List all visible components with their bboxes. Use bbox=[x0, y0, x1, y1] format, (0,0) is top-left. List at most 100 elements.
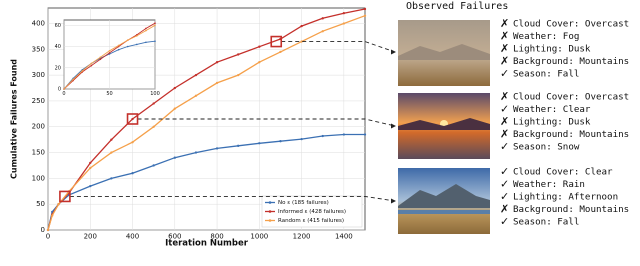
point bbox=[215, 81, 219, 85]
attribute: Season: Fall bbox=[513, 217, 579, 228]
arrow-head bbox=[391, 198, 396, 204]
failure-list: ✗ Cloud Cover: Overcast ✗ Weather: Fog ✗ Ligh… bbox=[500, 17, 629, 228]
point bbox=[131, 141, 134, 144]
point bbox=[237, 144, 240, 148]
arrow bbox=[69, 195, 396, 202]
point bbox=[89, 184, 92, 188]
point bbox=[89, 161, 92, 165]
status-mark: ✗ bbox=[500, 90, 509, 103]
point bbox=[63, 88, 65, 90]
point bbox=[99, 56, 102, 58]
attribute: Season: Snow bbox=[513, 142, 580, 153]
photo bbox=[398, 93, 490, 159]
point bbox=[46, 228, 50, 232]
legend-label: No ε (185 failures) bbox=[278, 200, 329, 206]
point bbox=[363, 7, 367, 11]
point bbox=[57, 203, 60, 206]
x-axis-label: Iteration Number bbox=[165, 239, 249, 249]
point bbox=[152, 125, 155, 128]
point bbox=[110, 177, 113, 180]
y-tick-label: 150 bbox=[32, 149, 45, 157]
legend-label: Random ε (415 failures) bbox=[278, 218, 344, 224]
y-tick-label: 350 bbox=[32, 45, 45, 53]
point bbox=[145, 29, 147, 32]
x-tick-label: 1200 bbox=[293, 232, 311, 240]
attribute: Cloud Cover: Clear bbox=[513, 167, 613, 178]
highlight bbox=[126, 113, 139, 125]
point bbox=[126, 39, 129, 41]
x-tick-label: 200 bbox=[84, 232, 97, 240]
point bbox=[110, 151, 113, 154]
highlight bbox=[59, 190, 71, 203]
attribute: Lighting: Dusk bbox=[513, 44, 591, 55]
point bbox=[258, 61, 261, 64]
highlight bbox=[270, 35, 283, 48]
point bbox=[342, 22, 346, 25]
point bbox=[126, 45, 129, 48]
y-tick-label: 0 bbox=[58, 87, 61, 93]
attribute: Weather: Fog bbox=[513, 31, 579, 42]
attribute: Season: Fall bbox=[513, 69, 579, 80]
point bbox=[342, 11, 346, 15]
y-tick-label: 40 bbox=[55, 44, 61, 50]
point bbox=[215, 61, 219, 64]
point bbox=[99, 58, 102, 61]
attribute: Weather: Rain bbox=[513, 179, 585, 190]
point bbox=[131, 172, 134, 175]
point bbox=[363, 14, 367, 17]
attribute: Lighting: Dusk bbox=[513, 117, 591, 128]
attribute: Weather: Clear bbox=[513, 104, 591, 115]
attribute: Background: Mountains bbox=[513, 204, 629, 215]
arrow-head bbox=[391, 49, 396, 55]
point bbox=[135, 35, 138, 37]
point bbox=[237, 73, 240, 77]
point bbox=[90, 62, 93, 65]
y-tick-label: 300 bbox=[32, 71, 45, 79]
y-tick-label: 0 bbox=[41, 226, 45, 234]
point bbox=[154, 24, 156, 27]
panel-title: Observed Failures bbox=[406, 1, 508, 12]
status-mark: ✓ bbox=[500, 190, 509, 203]
series-line bbox=[47, 15, 366, 231]
status-mark: ✓ bbox=[500, 103, 509, 116]
y-tick-label: 20 bbox=[55, 65, 61, 71]
point bbox=[145, 27, 147, 30]
status-mark: ✗ bbox=[500, 42, 509, 55]
status-mark: ✗ bbox=[500, 203, 509, 216]
point bbox=[321, 30, 324, 33]
attribute: Background: Mountains bbox=[513, 129, 629, 140]
point bbox=[108, 49, 111, 52]
point bbox=[194, 94, 198, 97]
point bbox=[154, 22, 156, 24]
point bbox=[51, 214, 54, 217]
status-mark: ✗ bbox=[500, 55, 509, 68]
arrow-head bbox=[391, 123, 396, 129]
point bbox=[145, 41, 147, 44]
attribute: Cloud Cover: Overcast bbox=[513, 92, 629, 103]
series-line bbox=[47, 8, 366, 231]
point bbox=[117, 48, 120, 51]
status-mark: ✗ bbox=[500, 128, 509, 141]
point bbox=[154, 40, 156, 43]
status-mark: ✗ bbox=[500, 17, 509, 30]
point bbox=[108, 52, 111, 54]
x-tick-label: 100 bbox=[150, 91, 160, 97]
point bbox=[363, 133, 367, 136]
x-tick-label: 800 bbox=[210, 232, 223, 240]
point bbox=[173, 156, 176, 159]
point bbox=[152, 164, 155, 167]
x-tick-label: 1400 bbox=[335, 232, 353, 240]
status-mark: ✗ bbox=[500, 115, 509, 128]
point bbox=[258, 45, 261, 48]
point bbox=[194, 73, 198, 77]
point bbox=[194, 151, 198, 154]
point bbox=[110, 138, 113, 141]
legend-swatch bbox=[268, 210, 272, 213]
point bbox=[173, 86, 176, 90]
point bbox=[135, 43, 138, 46]
point bbox=[321, 17, 324, 20]
x-tick-label: 600 bbox=[168, 232, 181, 240]
y-tick-label: 100 bbox=[32, 174, 45, 182]
x-tick-label: 400 bbox=[126, 232, 139, 240]
